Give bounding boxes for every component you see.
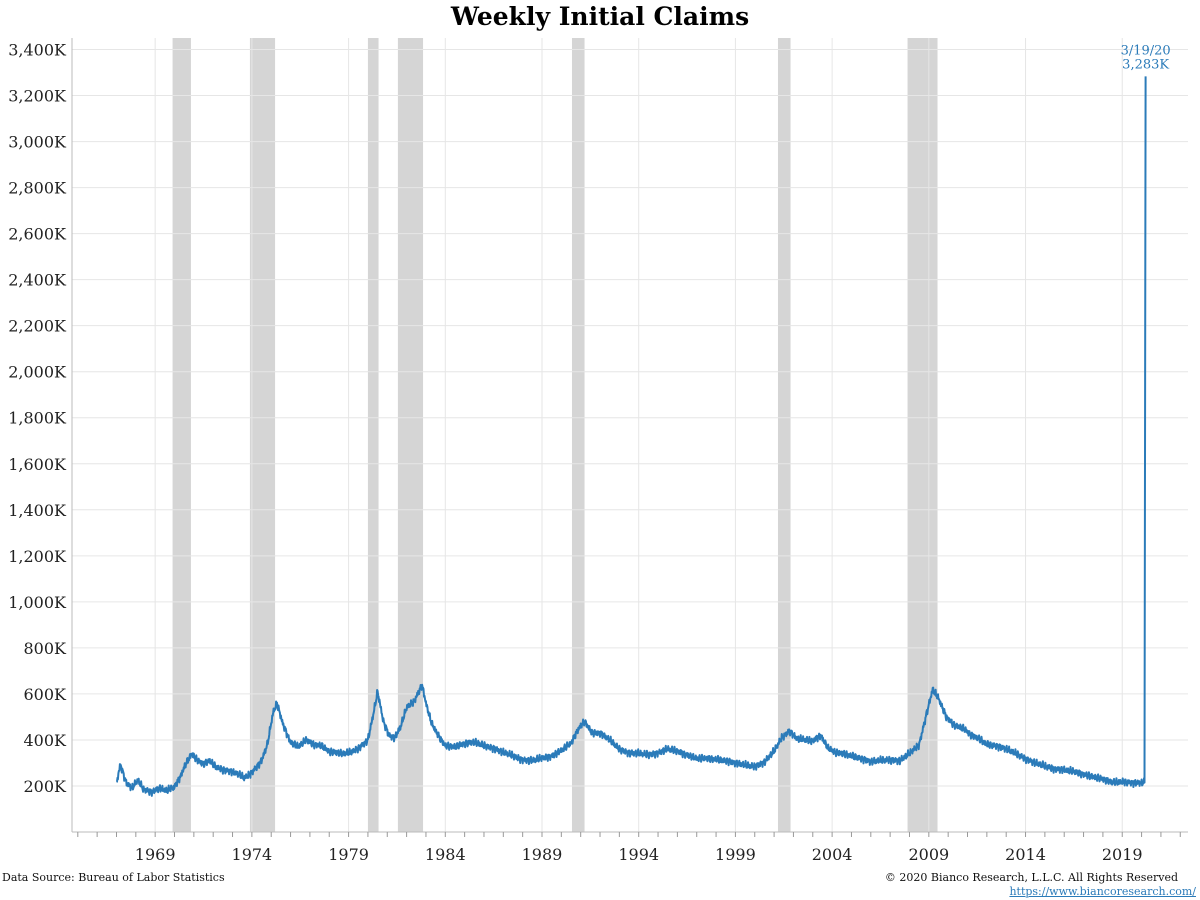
- y-tick-label: 2,400K: [8, 271, 67, 290]
- x-tick-label: 1984: [425, 845, 466, 864]
- axes: [71, 38, 1188, 833]
- y-tick-label: 2,800K: [8, 179, 67, 198]
- y-tick-label: 1,000K: [8, 593, 67, 612]
- y-tick-label: 2,600K: [8, 225, 67, 244]
- annotation-value: 3,283K: [1122, 57, 1169, 72]
- recession-band: [172, 38, 191, 832]
- x-tick-label: 2009: [908, 845, 949, 864]
- x-tick-label: 1974: [232, 845, 273, 864]
- grid-lines: [72, 38, 1188, 832]
- y-tick-label: 2,200K: [8, 317, 67, 336]
- y-tick-label: 1,600K: [8, 455, 67, 474]
- recession-band: [397, 38, 424, 832]
- y-tick-label: 200K: [24, 777, 68, 796]
- x-tick-label: 1969: [135, 845, 176, 864]
- recession-band: [571, 38, 585, 832]
- recession-band: [777, 38, 791, 832]
- series-layer: [116, 76, 1147, 797]
- y-tick-label: 1,200K: [8, 547, 67, 566]
- recession-bands: [172, 38, 938, 832]
- x-tick-label: 2019: [1102, 845, 1143, 864]
- x-tick-label: 2014: [1005, 845, 1046, 864]
- y-tick-label: 800K: [24, 639, 68, 658]
- recession-band: [367, 38, 379, 832]
- chart-title: Weekly Initial Claims: [450, 2, 750, 31]
- x-tick-label: 1989: [522, 845, 563, 864]
- copyright-note: © 2020 Bianco Research, L.L.C. All Right…: [884, 871, 1178, 884]
- recession-band: [907, 38, 938, 832]
- data-source-note: Data Source: Bureau of Labor Statistics: [2, 871, 225, 884]
- x-tick-label: 1994: [618, 845, 659, 864]
- y-tick-label: 2,000K: [8, 363, 67, 382]
- y-tick-label: 600K: [24, 685, 68, 704]
- x-tick-label: 1979: [328, 845, 369, 864]
- claims-series-line: [116, 76, 1147, 797]
- y-tick-label: 400K: [24, 731, 68, 750]
- y-tick-label: 1,400K: [8, 501, 67, 520]
- annotation-group: 3/19/20 3,283K: [1121, 43, 1171, 72]
- website-link[interactable]: https://www.biancoresearch.com/: [1009, 885, 1196, 898]
- y-axis-ticks: 200K 400K 600K 800K 1,000K 1,200K 1,400K 1,600K…: [8, 41, 67, 796]
- y-tick-label: 3,200K: [8, 87, 67, 106]
- y-tick-label: 1,800K: [8, 409, 67, 428]
- y-tick-label: 3,000K: [8, 133, 67, 152]
- x-tick-label: 2004: [812, 845, 853, 864]
- annotation-date: 3/19/20: [1121, 43, 1171, 58]
- x-tick-label: 1999: [715, 845, 756, 864]
- x-axis-ticks: 1969 1974 1979 1984 1989 1994 1999 2004 2009 2014…: [77, 832, 1181, 864]
- recession-band: [249, 38, 276, 832]
- y-tick-label: 3,400K: [8, 41, 67, 60]
